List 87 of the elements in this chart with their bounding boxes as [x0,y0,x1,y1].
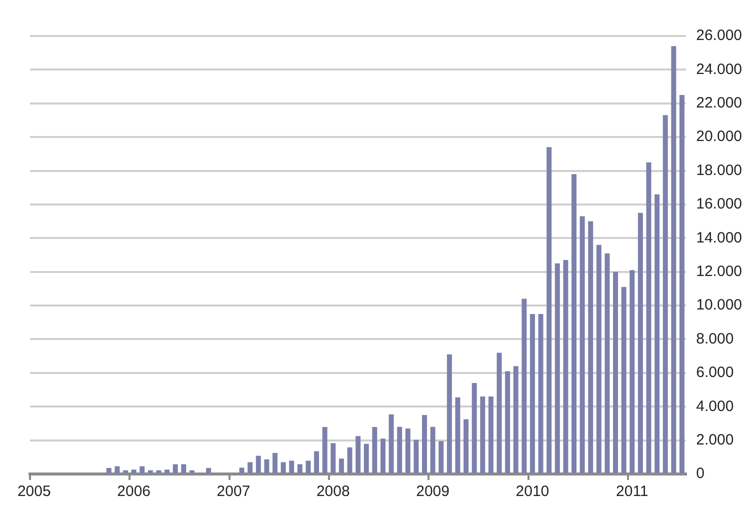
bar [679,94,684,473]
bar [297,464,302,473]
x-tick-label: 2008 [316,483,350,500]
bar [646,162,652,473]
bar [114,466,120,473]
bar [364,444,369,473]
bar [380,438,386,473]
bar [480,396,486,473]
bar [322,427,328,473]
bar [488,396,494,473]
bar [630,270,635,473]
bar [414,440,419,473]
bar [156,470,162,473]
bar [372,427,378,473]
bar [455,397,460,473]
y-tick-label: 26.000 [696,27,742,44]
bar [338,458,344,473]
bar [388,414,394,473]
bar [264,459,270,473]
bar [554,263,560,473]
y-tick-label: 16.000 [696,196,742,213]
bar [164,470,170,473]
bar [280,462,286,473]
y-tick-label: 22.000 [696,94,742,112]
bar [580,216,585,473]
x-tick-label: 2009 [416,483,450,500]
bar [405,428,410,473]
bar [106,468,112,473]
bar [248,462,253,473]
bar [572,174,576,473]
bar [522,298,527,473]
bar [505,371,510,473]
bar [306,460,311,473]
bar [172,464,178,473]
bar [256,456,261,473]
bar [621,287,626,473]
bar [397,426,402,473]
bar [671,46,676,473]
bar [330,443,336,473]
bar [513,366,518,473]
bar [446,354,452,473]
x-tick-label: 2007 [216,483,250,500]
bar [496,352,502,473]
y-tick-label: 4.000 [696,398,734,415]
y-tick-label: 14.000 [696,229,742,246]
bar [140,466,145,473]
bar [596,244,602,473]
bar [148,470,153,473]
bar [206,468,212,473]
y-tick-label: 0 [696,465,704,482]
y-tick-label: 24.000 [696,60,742,78]
bar [538,314,544,473]
bar [123,470,128,473]
bar [438,441,444,473]
y-tick-label: 12.000 [696,262,742,280]
bar [638,212,643,473]
bar [131,470,136,473]
bar [654,194,660,473]
bar [347,447,352,473]
bar [314,451,320,473]
bar [613,272,618,473]
bar [546,147,552,473]
bar [272,452,278,473]
bar [422,415,427,473]
y-tick-label: 10.000 [696,296,742,314]
bar [563,260,568,473]
bar [430,426,436,473]
x-tick-label: 2006 [117,483,151,500]
y-tick-label: 8.000 [696,330,734,348]
x-tick-label: 2010 [516,483,550,500]
bar [464,419,469,473]
y-tick-label: 20.000 [696,128,742,146]
bar [472,383,477,473]
y-tick-label: 18.000 [696,162,742,179]
bar [181,464,186,473]
x-tick-label: 2011 [616,483,648,500]
bar [356,436,361,473]
bar [189,470,194,473]
bar [604,253,610,473]
x-tick-label: 2005 [17,483,51,500]
bar [239,468,244,473]
y-tick-label: 2.000 [696,431,734,448]
bar [530,314,535,473]
bar [662,115,668,473]
bar [588,221,594,473]
bar [289,460,294,473]
y-tick-label: 6.000 [696,364,734,382]
